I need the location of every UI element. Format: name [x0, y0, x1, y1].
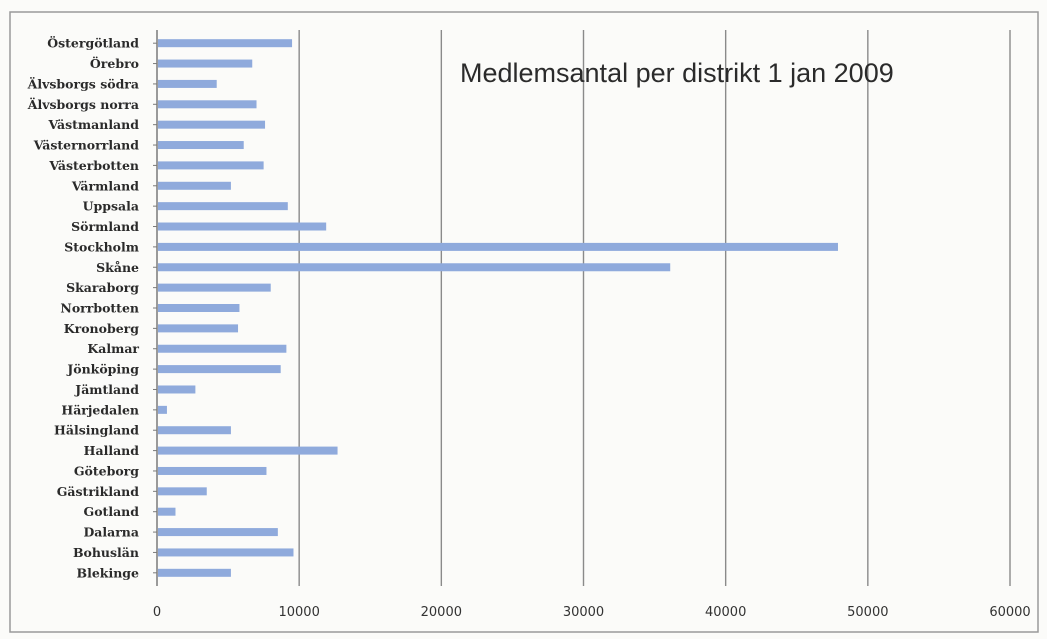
x-tick-label: 10000 — [278, 605, 319, 620]
category-label: Skåne — [96, 260, 139, 275]
bar-västmanland — [158, 120, 266, 129]
category-label: Blekinge — [77, 565, 140, 580]
category-label: Gotland — [84, 504, 140, 519]
bar-hälsingland — [158, 426, 231, 435]
bar-blekinge — [158, 568, 231, 577]
bar-härjedalen — [158, 405, 167, 414]
bar-skaraborg — [158, 283, 271, 292]
category-label: Örebro — [90, 55, 139, 71]
category-label: Älvsborgs södra — [27, 76, 139, 91]
category-label: Härjedalen — [61, 402, 139, 417]
category-label: Uppsala — [83, 199, 139, 214]
bar-kronoberg — [158, 324, 239, 333]
x-tick-labels: 0 10000 20000 30000 40000 50000 60000 — [153, 605, 1031, 620]
category-label: Halland — [84, 443, 140, 458]
category-label: Östergötland — [47, 35, 139, 51]
bar-gotland — [158, 507, 176, 516]
category-label: Jönköping — [66, 362, 139, 377]
bar-älvsborgs-södra — [158, 79, 217, 88]
x-tick-label: 30000 — [563, 605, 604, 620]
bar-norrbotten — [158, 304, 240, 312]
bar-stockholm — [158, 242, 838, 251]
bars — [158, 39, 838, 577]
bar-uppsala — [158, 202, 288, 211]
bar-jämtland — [158, 385, 196, 394]
category-label: Älvsborgs norra — [27, 97, 139, 112]
bar-gästrikland — [158, 487, 207, 496]
category-label: Värmland — [71, 178, 139, 193]
category-label: Jämtland — [74, 382, 139, 397]
plot-border — [9, 11, 1039, 633]
bar-örebro — [158, 59, 253, 68]
x-tick-label: 50000 — [847, 605, 888, 620]
x-tick-label: 20000 — [421, 605, 462, 620]
category-label: Sörmland — [71, 219, 139, 234]
category-label: Kalmar — [87, 341, 139, 356]
bar-göteborg — [158, 466, 267, 475]
bar-dalarna — [158, 528, 278, 537]
category-label: Västerbotten — [48, 158, 139, 173]
bar-älvsborgs-norra — [158, 100, 257, 109]
category-labels: Östergötland Örebro Älvsborgs södra Älvsbor… — [27, 35, 140, 581]
category-label: Bohuslän — [73, 545, 139, 560]
category-label: Västmanland — [47, 117, 139, 132]
bar-västernorrland — [158, 141, 244, 150]
category-label: Stockholm — [64, 239, 139, 254]
bar-sörmland — [158, 222, 327, 231]
bar-jönköping — [158, 365, 281, 374]
bar-värmland — [158, 181, 231, 190]
bar-västerbotten — [158, 161, 264, 170]
x-tick-label: 0 — [153, 605, 161, 620]
category-label: Västernorrland — [33, 138, 140, 153]
bar-skåne — [158, 263, 671, 272]
category-label: Skaraborg — [66, 280, 139, 295]
axes — [153, 30, 158, 586]
category-label: Norrbotten — [60, 301, 139, 316]
gridlines — [298, 30, 1011, 586]
category-label: Göteborg — [74, 463, 139, 478]
category-label: Gästrikland — [57, 484, 140, 499]
bar-kalmar — [158, 344, 287, 353]
chart-title: Medlemsantal per distrikt 1 jan 2009 — [460, 58, 894, 88]
bar-bohuslän — [158, 548, 294, 557]
category-label: Hälsingland — [54, 423, 139, 438]
category-label: Dalarna — [83, 525, 139, 540]
bar-halland — [158, 446, 338, 455]
bar-östergötland — [158, 39, 293, 48]
category-label: Kronoberg — [64, 321, 139, 336]
x-tick-label: 60000 — [989, 605, 1030, 620]
x-tick-label: 40000 — [705, 605, 746, 620]
